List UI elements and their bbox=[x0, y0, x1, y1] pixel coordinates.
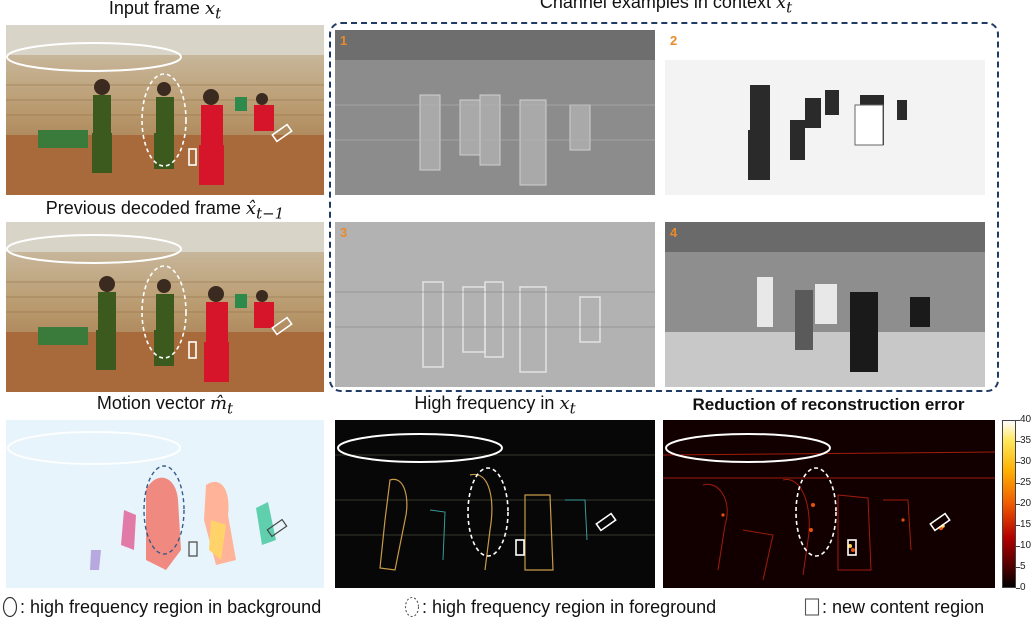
colorbar-tick-label: 40 bbox=[1020, 414, 1032, 425]
title-channel-examples: Channel examples in context x̄t bbox=[330, 0, 1002, 17]
title-high-frequency: High frequency in xt bbox=[414, 393, 576, 418]
channel-4-number: 4 bbox=[670, 225, 678, 240]
colorbar-tick-mark bbox=[1016, 504, 1020, 505]
solid-ellipse-icon bbox=[2, 596, 18, 618]
colorbar-tick-label: 0 bbox=[1020, 582, 1026, 593]
colorbar-tick-mark bbox=[1016, 588, 1020, 589]
colorbar-tick-mark bbox=[1016, 420, 1020, 421]
title-motion-vector: Motion vector m̂t bbox=[96, 393, 234, 418]
colorbar-tick-mark bbox=[1016, 567, 1020, 568]
colorbar-tick-label: 15 bbox=[1020, 519, 1032, 530]
channel-1-image: 1 bbox=[335, 30, 655, 195]
title-reduction: Reduction of reconstruction error bbox=[692, 395, 965, 414]
colorbar-tick-mark bbox=[1016, 546, 1020, 547]
reduction-error-heatmap bbox=[663, 420, 995, 588]
channel-2-image: 2 bbox=[665, 30, 985, 195]
legend-foreground: : high frequency region in foreground bbox=[404, 596, 716, 618]
colorbar-tick-mark bbox=[1016, 441, 1020, 442]
math-motion-vector: m̂t bbox=[209, 393, 234, 418]
previous-frame-image bbox=[6, 222, 324, 392]
context-box bbox=[329, 22, 999, 392]
colorbar-tick-label: 5 bbox=[1020, 561, 1026, 572]
channel-4-image: 4 bbox=[665, 222, 985, 387]
colorbar-tick-label: 30 bbox=[1020, 456, 1032, 467]
colorbar-tick-label: 35 bbox=[1020, 435, 1032, 446]
legend-background: : high frequency region in background bbox=[2, 596, 321, 618]
colorbar bbox=[1002, 420, 1016, 588]
title-input-frame: Input frame xt bbox=[108, 0, 222, 23]
math-channel-examples: x̄t bbox=[775, 0, 793, 17]
player-green-1 bbox=[92, 79, 112, 173]
channel-3-number: 3 bbox=[340, 225, 348, 240]
motion-vector-image bbox=[6, 420, 324, 588]
colorbar-tick-mark bbox=[1016, 462, 1020, 463]
dashed-ellipse-icon bbox=[404, 596, 420, 618]
math-high-frequency: xt bbox=[559, 393, 576, 418]
legend-new-content: : new content region bbox=[804, 596, 984, 618]
colorbar-tick-mark bbox=[1016, 483, 1020, 484]
channel-2-number: 2 bbox=[670, 33, 678, 48]
colorbar-tick-label: 25 bbox=[1020, 477, 1032, 488]
high-frequency-image bbox=[335, 420, 655, 588]
channel-1-number: 1 bbox=[340, 33, 348, 48]
colorbar-tick-label: 20 bbox=[1020, 498, 1032, 509]
square-icon bbox=[804, 598, 820, 616]
math-input-frame: xt bbox=[204, 0, 222, 23]
math-previous-frame: x̂t−1 bbox=[245, 198, 285, 223]
input-frame-image bbox=[6, 25, 324, 195]
colorbar-tick-mark bbox=[1016, 525, 1020, 526]
channel-3-image: 3 bbox=[335, 222, 655, 387]
title-previous-frame: Previous decoded frame x̂t−1 bbox=[45, 198, 285, 223]
colorbar-tick-label: 10 bbox=[1020, 540, 1032, 551]
